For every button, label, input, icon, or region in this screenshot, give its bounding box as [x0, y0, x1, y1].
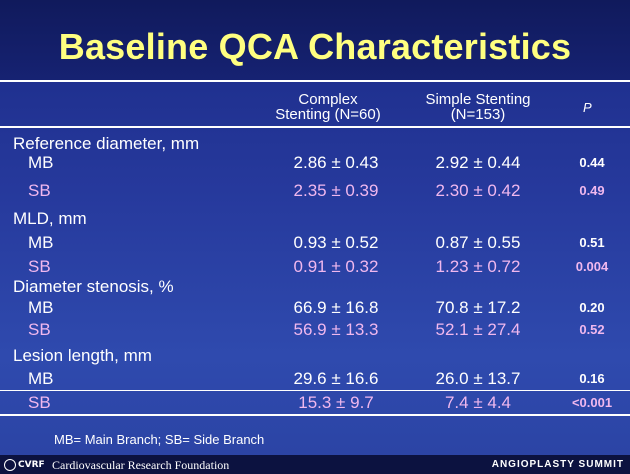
complex-value: 0.91 ± 0.32 — [293, 257, 379, 276]
p-value: 0.52 — [579, 322, 605, 337]
simple-value: 2.30 ± 0.42 — [435, 181, 521, 200]
logo-mark-icon — [4, 458, 16, 471]
section-label-mld: MLD, mm — [13, 209, 87, 228]
table-row: SB 15.3 ± 9.7 7.4 ± 4.4 <0.001 — [0, 393, 630, 413]
table-row: MB 2.86 ± 0.43 2.92 ± 0.44 0.44 — [0, 153, 630, 173]
complex-value: 29.6 ± 16.6 — [293, 369, 379, 388]
complex-value: 15.3 ± 9.7 — [298, 393, 374, 412]
p-value: <0.001 — [571, 395, 613, 410]
row-label: MB — [28, 369, 54, 388]
event-name: ANGIOPLASTY SUMMIT — [491, 459, 624, 470]
column-header-complex-line2: Stenting (N=60) — [275, 106, 381, 123]
section-label-reference-diameter: Reference diameter, mm — [13, 134, 200, 153]
section-label-diameter-stenosis: Diameter stenosis, % — [13, 277, 174, 296]
complex-value: 56.9 ± 13.3 — [293, 320, 379, 339]
column-header-p: P — [583, 100, 592, 115]
row-label: MB — [28, 233, 54, 252]
row-label: SB — [28, 393, 51, 412]
section-label-lesion-length: Lesion length, mm — [13, 346, 152, 365]
organization-name: Cardiovascular Research Foundation — [52, 458, 230, 472]
row-label: SB — [28, 257, 51, 276]
p-value: 0.16 — [579, 371, 605, 386]
p-value: 0.004 — [575, 259, 609, 274]
column-header-complex: Complex Stenting (N=60) — [258, 92, 398, 122]
header-rule-bottom — [0, 126, 630, 128]
complex-value: 2.86 ± 0.43 — [293, 153, 379, 172]
column-header-complex-line1: Complex — [298, 91, 358, 108]
table-row: MB 0.93 ± 0.52 0.87 ± 0.55 0.51 — [0, 233, 630, 253]
p-value: 0.51 — [579, 235, 605, 250]
column-header-simple: Simple Stenting (N=153) — [408, 92, 548, 122]
title-band — [0, 0, 630, 80]
table-row: SB 0.91 ± 0.32 1.23 ± 0.72 0.004 — [0, 257, 630, 277]
cvrf-logo: CVRF — [4, 458, 48, 472]
complex-value: 0.93 ± 0.52 — [293, 233, 379, 252]
column-header-simple-line2: (N=153) — [450, 106, 506, 123]
complex-value: 2.35 ± 0.39 — [293, 181, 379, 200]
table-row: MB 66.9 ± 16.8 70.8 ± 17.2 0.20 — [0, 298, 630, 318]
table-row: SB 2.35 ± 0.39 2.30 ± 0.42 0.49 — [0, 181, 630, 201]
simple-value: 52.1 ± 27.4 — [435, 320, 521, 339]
table-row: SB 56.9 ± 13.3 52.1 ± 27.4 0.52 — [0, 320, 630, 340]
p-value: 0.20 — [579, 300, 605, 315]
complex-value: 66.9 ± 16.8 — [293, 298, 379, 317]
column-header-simple-line1: Simple Stenting — [425, 91, 531, 108]
divider-rule — [0, 390, 630, 391]
footer-bar — [0, 455, 630, 474]
footnote: MB= Main Branch; SB= Side Branch — [54, 432, 265, 447]
simple-value: 0.87 ± 0.55 — [435, 233, 521, 252]
logo-text: CVRF — [18, 460, 45, 470]
table-rule-bottom — [0, 414, 630, 416]
row-label: SB — [28, 320, 51, 339]
row-label: MB — [28, 153, 54, 172]
simple-value: 26.0 ± 13.7 — [435, 369, 521, 388]
row-label: SB — [28, 181, 51, 200]
slide-title: Baseline QCA Characteristics — [58, 26, 572, 67]
simple-value: 1.23 ± 0.72 — [435, 257, 521, 276]
header-rule-top — [0, 80, 630, 82]
p-value: 0.49 — [579, 183, 605, 198]
simple-value: 2.92 ± 0.44 — [435, 153, 521, 172]
simple-value: 7.4 ± 4.4 — [444, 393, 512, 412]
p-value: 0.44 — [579, 155, 605, 170]
simple-value: 70.8 ± 17.2 — [435, 298, 521, 317]
table-row: MB 29.6 ± 16.6 26.0 ± 13.7 0.16 — [0, 369, 630, 389]
row-label: MB — [28, 298, 54, 317]
